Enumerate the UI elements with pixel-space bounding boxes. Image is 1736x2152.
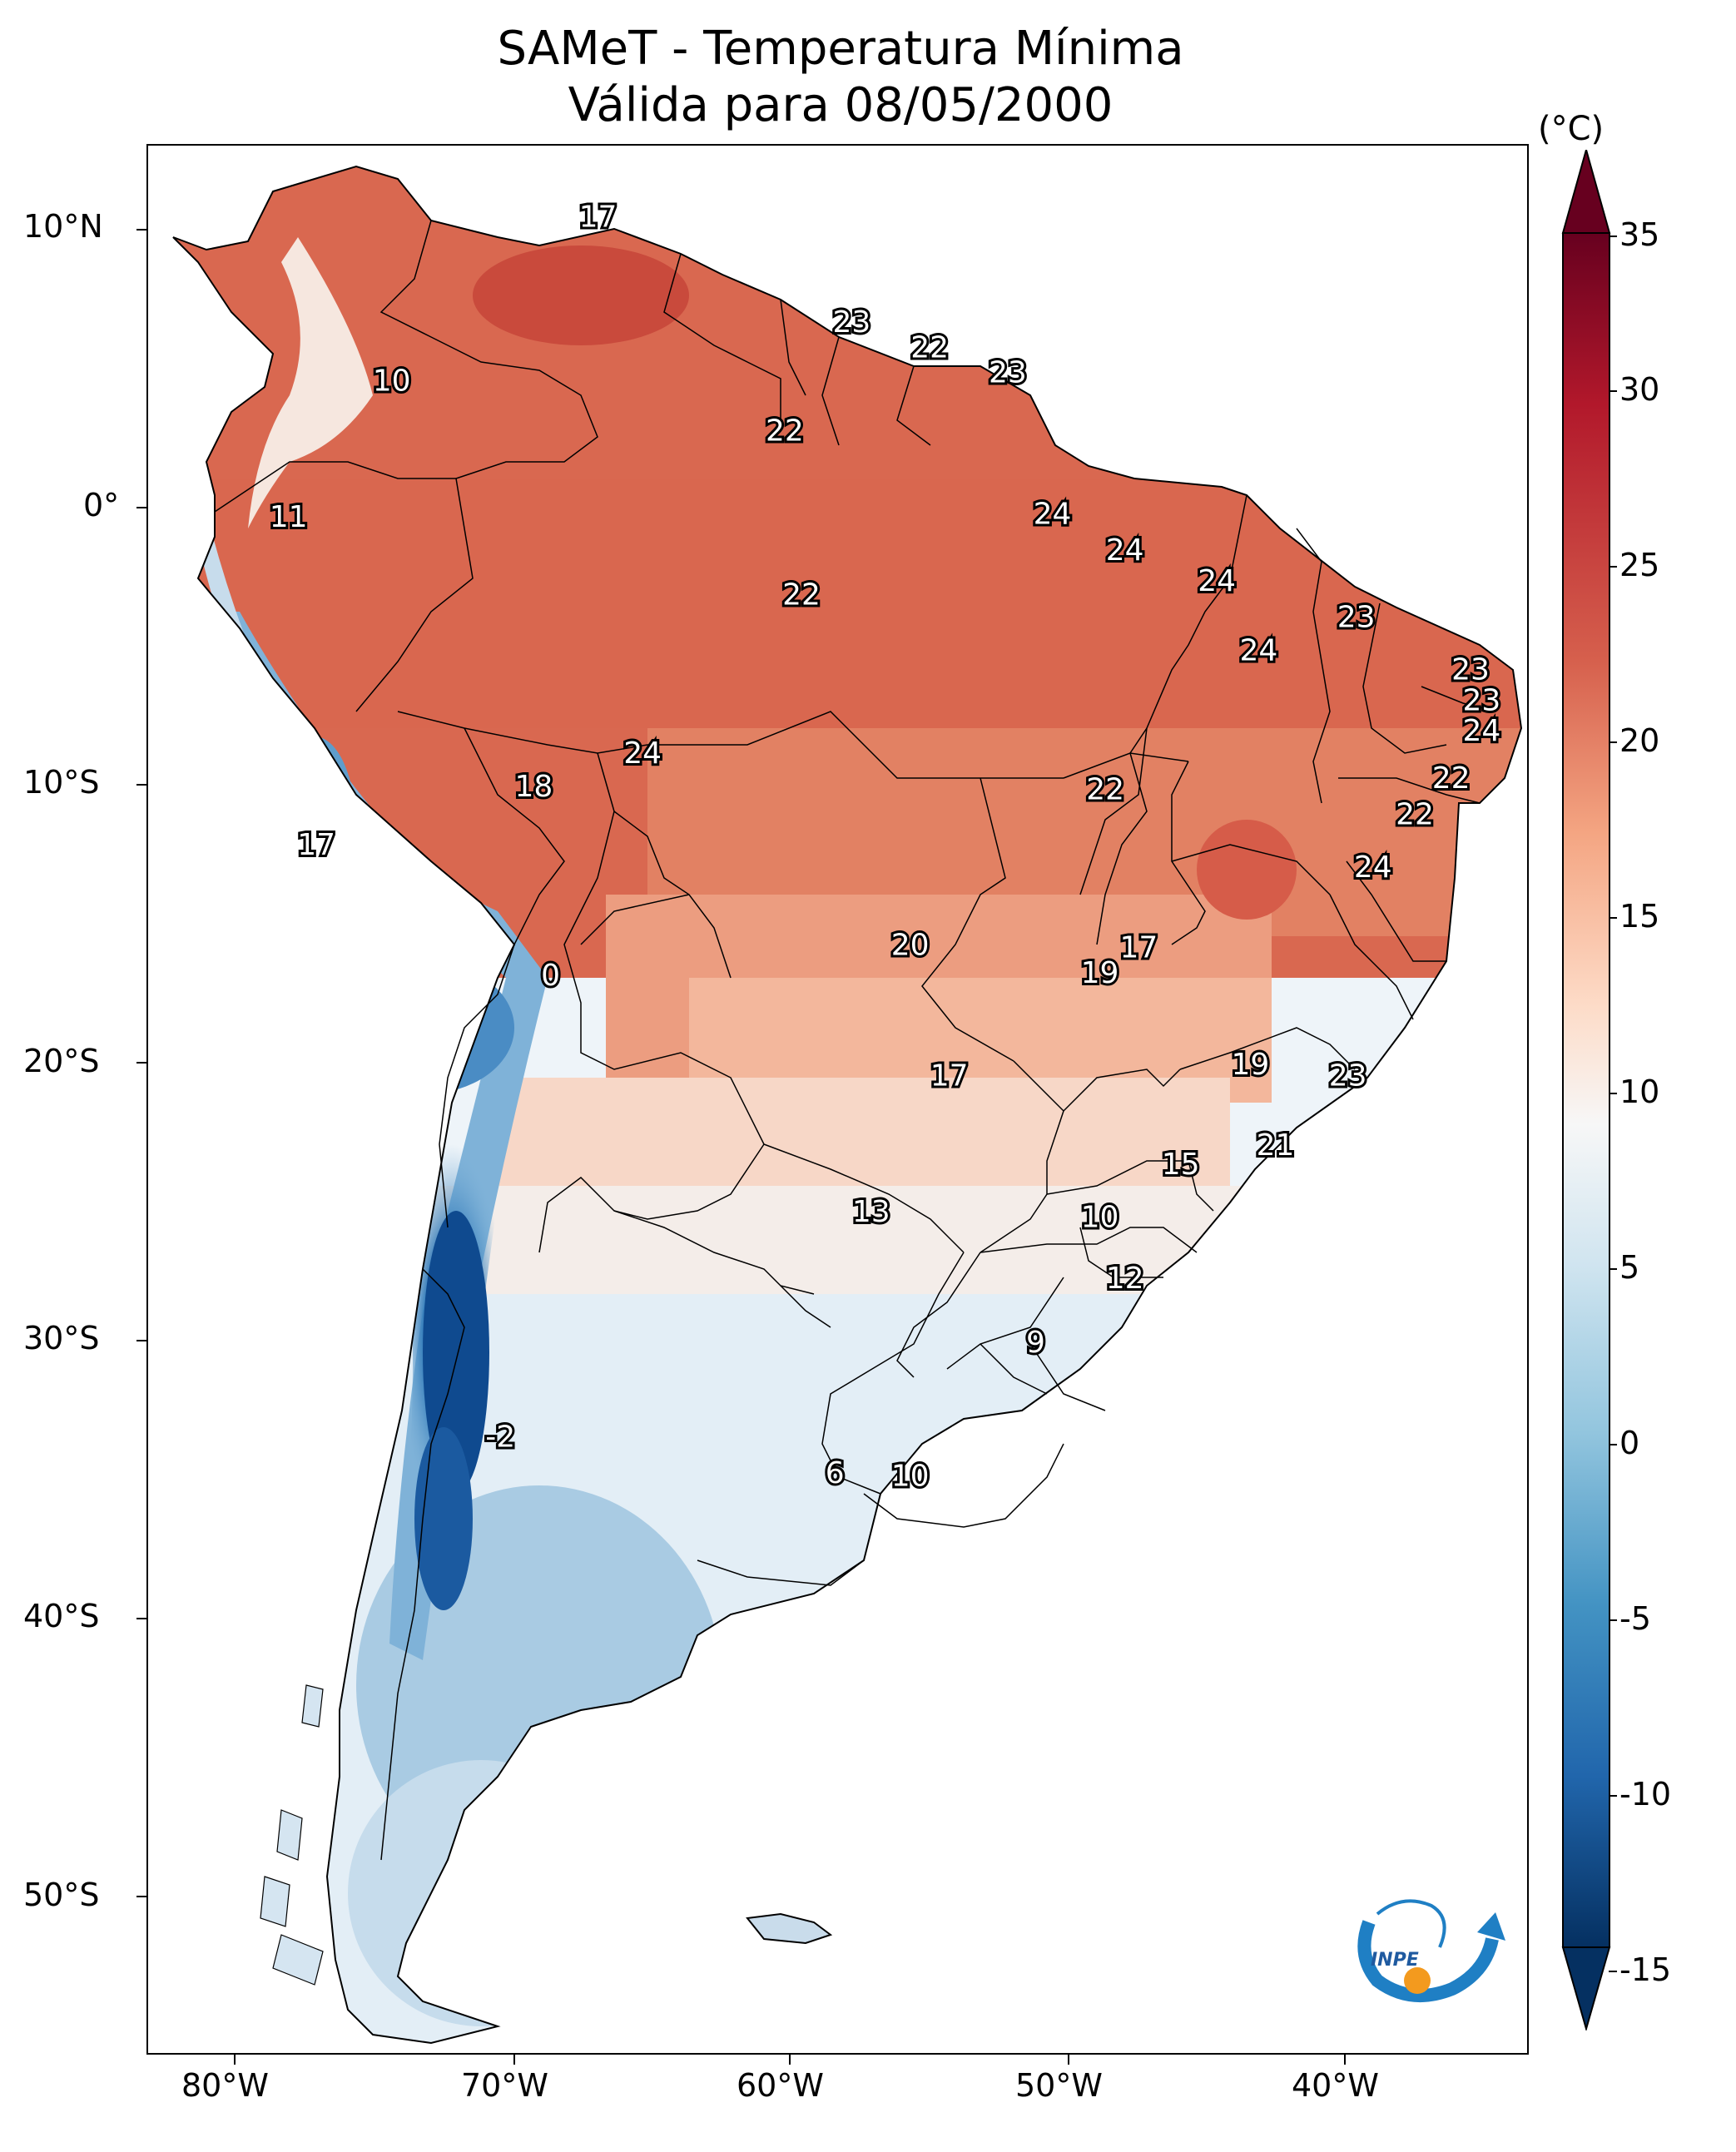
x-tick-label: 50°W	[1015, 2067, 1103, 2104]
y-tick-label: 10°S	[23, 764, 100, 801]
temperature-label: 24	[1240, 633, 1278, 667]
colorbar-tick-label: 25	[1619, 547, 1660, 583]
y-tick-mark	[136, 1062, 146, 1064]
inpe-logo: INPE	[1357, 1899, 1505, 2002]
temperature-label: 23	[1463, 683, 1501, 717]
temperature-label: 22	[910, 330, 949, 364]
y-tick-mark	[136, 1896, 146, 1897]
colorbar-tick-mark	[1609, 1795, 1617, 1797]
colorbar-tick-label: 30	[1619, 371, 1660, 408]
x-tick-label: 40°W	[1292, 2067, 1379, 2104]
colorbar-tick-mark	[1609, 566, 1617, 568]
x-tick-mark	[234, 2055, 236, 2065]
temperature-label: 12	[1106, 1262, 1144, 1296]
colorbar-tick-mark	[1609, 1971, 1617, 1972]
x-tick-label: 80°W	[181, 2067, 269, 2104]
colorbar-tick-label: 20	[1619, 722, 1660, 759]
temperature-label: 23	[832, 305, 870, 340]
colorbar-tick-mark	[1609, 1444, 1617, 1445]
temperature-label: 24	[1354, 850, 1392, 885]
temperature-label: 24	[1034, 498, 1072, 532]
colorbar-tick-label: 5	[1619, 1249, 1640, 1286]
colorbar-tick-mark	[1609, 1619, 1617, 1621]
temperature-label: 22	[1432, 761, 1471, 796]
colorbar-tick-label: 0	[1619, 1425, 1640, 1461]
logo-text: INPE	[1371, 1950, 1419, 1971]
temperature-label: 11	[270, 500, 308, 534]
temperature-label: 6	[826, 1456, 845, 1490]
y-tick-label: 30°S	[23, 1320, 100, 1356]
colorbar-tick-label: 35	[1619, 216, 1660, 253]
temperature-label: 13	[852, 1195, 890, 1229]
country-borders	[214, 220, 1497, 1861]
colorbar-tick-mark	[1609, 1268, 1617, 1270]
colorbar-tick-mark	[1609, 236, 1617, 237]
x-tick-mark	[1344, 2055, 1346, 2065]
chart-title: SAMeT - Temperatura Mínima	[497, 22, 1184, 76]
y-tick-label: 20°S	[23, 1043, 100, 1079]
x-tick-label: 60°W	[737, 2067, 824, 2104]
colorbar-tick-mark	[1609, 917, 1617, 919]
temperature-label: 17	[930, 1059, 969, 1093]
southern-archipelago	[260, 1684, 324, 1986]
map-frame[interactable]: 17 23 22 23 10 22 11 24 24 24 22 23 24 23 23 24 24 18 22 22…	[146, 144, 1529, 2055]
temperature-label: 9	[1026, 1326, 1045, 1360]
temperature-label: 23	[989, 355, 1027, 389]
colorbar-tick-mark	[1609, 1093, 1617, 1094]
y-tick-mark	[136, 507, 146, 508]
colorbar-tick-label: -5	[1619, 1600, 1651, 1637]
temperature-label: 17	[297, 828, 335, 862]
colorbar-tick-mark	[1609, 390, 1617, 392]
y-tick-label: 50°S	[23, 1877, 100, 1913]
chart-subtitle: Válida para 08/05/2000	[568, 78, 1114, 132]
temperature-label: 22	[782, 578, 821, 612]
temperature-label: 10	[891, 1459, 930, 1493]
y-tick-label: 0°	[83, 487, 120, 523]
y-tick-mark	[136, 1340, 146, 1341]
y-tick-label: 40°S	[23, 1598, 100, 1634]
y-tick-mark	[136, 229, 146, 231]
temperature-label: 10	[1081, 1201, 1119, 1235]
temperature-label: 24	[623, 736, 662, 771]
temperature-label: 24	[1198, 564, 1236, 598]
colorbar-tick-label: -10	[1619, 1776, 1672, 1812]
temperature-label: 21	[1257, 1128, 1295, 1163]
colorbar-unit: (°C)	[1538, 110, 1605, 148]
colorbar-tick-label: -15	[1619, 1951, 1672, 1988]
temperature-field	[173, 166, 1521, 2043]
falklands-island	[746, 1912, 833, 1945]
temperature-label: 22	[1396, 797, 1434, 831]
temperature-label: 23	[1337, 600, 1376, 634]
y-tick-mark	[136, 1618, 146, 1619]
temperature-label: 22	[1086, 772, 1124, 806]
temperature-label: -2	[485, 1421, 515, 1455]
colorbar-tick-mark	[1609, 741, 1617, 743]
colorbar-tick-label: 15	[1619, 898, 1660, 935]
temperature-label: 23	[1329, 1059, 1367, 1093]
temperature-label: 17	[1119, 931, 1158, 965]
temperature-label: 24	[1463, 714, 1501, 748]
colorbar	[1561, 150, 1611, 2031]
x-tick-mark	[1068, 2055, 1069, 2065]
temperature-label: 17	[579, 200, 618, 234]
temperature-label: 20	[891, 928, 930, 962]
temperature-label: 19	[1231, 1048, 1269, 1082]
x-tick-label: 70°W	[461, 2067, 548, 2104]
y-tick-label: 10°N	[23, 208, 103, 245]
temperature-label: 0	[541, 959, 560, 993]
temperature-label: 10	[373, 364, 411, 398]
temperature-label: 22	[766, 414, 804, 448]
y-tick-mark	[136, 784, 146, 786]
colorbar-tick-label: 10	[1619, 1074, 1660, 1110]
temperature-label: 18	[515, 770, 553, 804]
x-tick-mark	[789, 2055, 791, 2065]
temperature-label: 24	[1106, 533, 1144, 568]
temperature-label: 19	[1081, 956, 1119, 990]
temperature-label: 23	[1451, 653, 1490, 687]
x-tick-mark	[513, 2055, 515, 2065]
temperature-label: 15	[1162, 1148, 1200, 1182]
